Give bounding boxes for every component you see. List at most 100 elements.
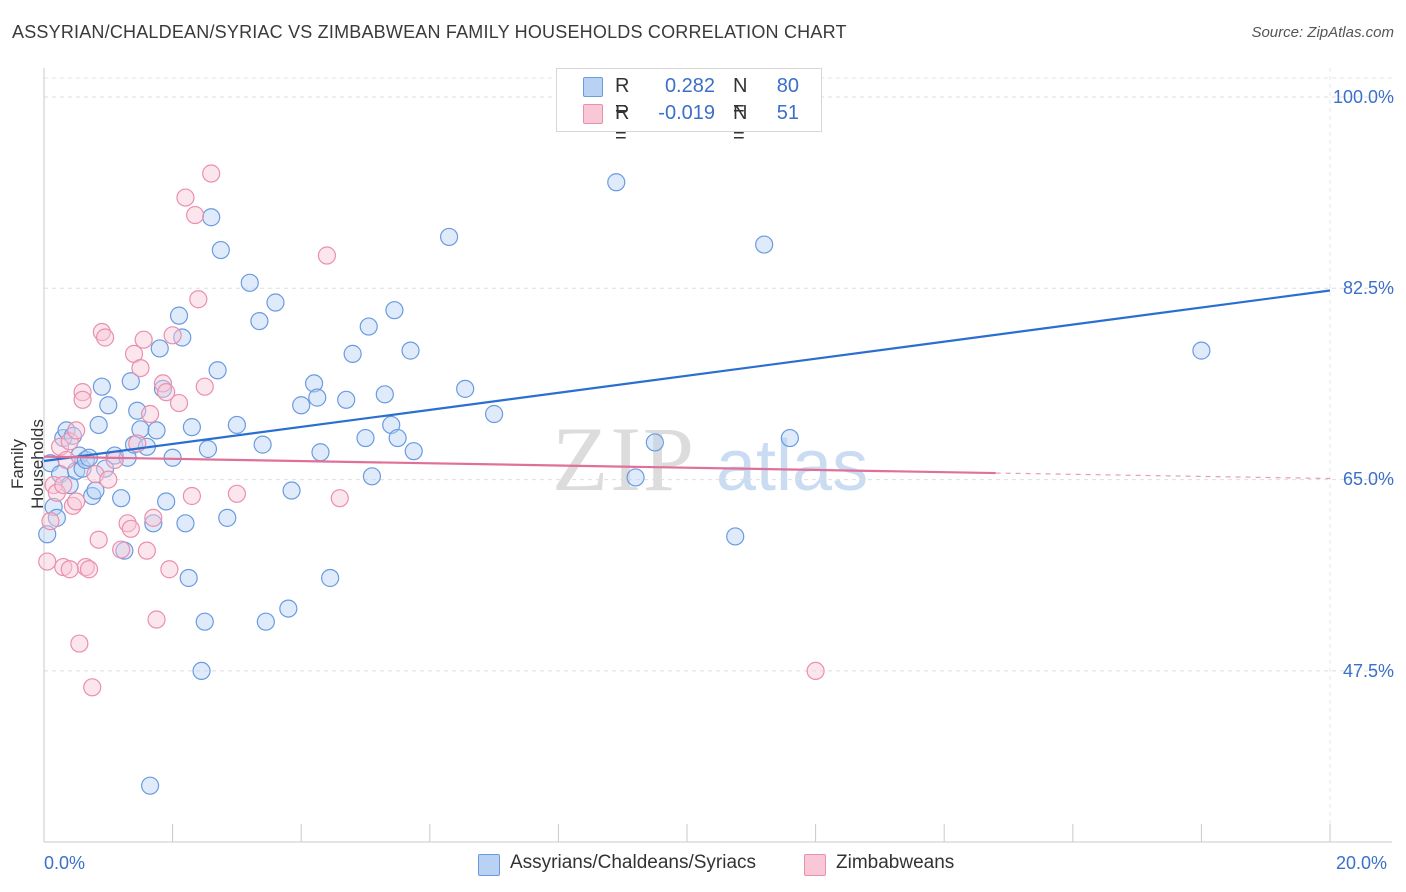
point-assyrian: [279, 599, 298, 618]
point-assyrian: [282, 481, 301, 500]
point-assyrian: [401, 341, 420, 360]
bottom-legend-swatch: [804, 854, 826, 876]
x-tick-label: 0.0%: [44, 853, 86, 873]
y-axis-label: Family Households: [8, 419, 47, 509]
trend-lines: [43, 289, 1331, 480]
point-zimbabwean: [806, 661, 825, 681]
point-zimbabwean: [131, 358, 150, 378]
point-assyrian: [485, 404, 504, 424]
point-assyrian: [607, 173, 626, 192]
point-assyrian: [359, 317, 378, 336]
point-zimbabwean: [73, 390, 92, 409]
point-assyrian: [169, 306, 189, 325]
point-assyrian: [292, 396, 311, 415]
legend-r-value: 0.282: [664, 75, 715, 97]
legend-swatch-pink: [583, 104, 603, 124]
point-assyrian: [157, 492, 176, 511]
legend-swatch-blue: [583, 77, 603, 97]
point-assyrian: [362, 467, 382, 486]
point-zimbabwean: [118, 514, 137, 533]
point-zimbabwean: [144, 508, 163, 527]
point-assyrian: [211, 240, 230, 260]
point-assyrian: [1192, 341, 1211, 360]
point-assyrian: [337, 390, 356, 409]
point-assyrian: [388, 428, 407, 448]
bottom-legend-label: Zimbabweans: [836, 852, 955, 873]
point-assyrian: [456, 379, 475, 398]
point-assyrian: [218, 508, 237, 527]
watermark: ZIP atlas: [552, 408, 868, 510]
legend-n-label: N =: [733, 102, 748, 147]
point-zimbabwean: [70, 634, 89, 653]
point-zimbabwean: [186, 205, 205, 225]
point-zimbabwean: [38, 552, 57, 571]
point-zimbabwean: [60, 560, 79, 579]
point-zimbabwean: [54, 475, 73, 495]
point-assyrian: [63, 426, 83, 445]
bottom-legend-swatch: [478, 854, 500, 876]
point-zimbabwean: [92, 322, 111, 342]
data-points: [38, 164, 1211, 795]
point-assyrian: [179, 568, 198, 588]
point-zimbabwean: [189, 290, 208, 309]
point-zimbabwean: [112, 540, 131, 559]
point-assyrian: [343, 344, 362, 363]
point-assyrian: [121, 372, 140, 391]
point-assyrian: [626, 468, 645, 487]
point-zimbabwean: [227, 484, 246, 503]
point-assyrian: [208, 361, 227, 380]
point-assyrian: [356, 428, 375, 448]
point-assyrian: [404, 442, 423, 461]
point-zimbabwean: [83, 678, 102, 697]
point-zimbabwean: [202, 164, 221, 183]
point-zimbabwean: [105, 450, 124, 470]
watermark-atlas: atlas: [716, 426, 868, 506]
point-zimbabwean: [60, 432, 79, 451]
point-assyrian: [144, 514, 163, 533]
point-assyrian: [227, 415, 246, 435]
legend-n-value: 80: [776, 75, 799, 97]
point-zimbabwean: [163, 326, 182, 345]
point-assyrian: [140, 776, 160, 795]
legend-n-label: N =: [733, 75, 748, 120]
point-zimbabwean: [67, 421, 86, 440]
point-assyrian: [150, 339, 169, 358]
point-zimbabwean: [95, 328, 115, 347]
point-assyrian: [385, 301, 404, 320]
point-zimbabwean: [317, 246, 337, 265]
point-zimbabwean: [157, 383, 176, 402]
point-zimbabwean: [169, 393, 189, 413]
point-assyrian: [266, 293, 285, 312]
legend-r-label: R =: [615, 102, 630, 147]
point-assyrian: [256, 612, 275, 631]
point-zimbabwean: [182, 486, 201, 506]
point-assyrian: [240, 273, 259, 292]
point-zimbabwean: [76, 557, 95, 577]
point-zimbabwean: [147, 610, 166, 629]
point-zimbabwean: [160, 560, 179, 579]
source-credit: Source: ZipAtlas.com: [1251, 24, 1394, 41]
point-assyrian: [375, 385, 394, 404]
legend-r-value: -0.019: [658, 102, 715, 124]
point-assyrian: [755, 235, 774, 254]
legend-r-label: R =: [615, 75, 630, 120]
point-assyrian: [92, 377, 111, 396]
point-assyrian: [89, 415, 108, 435]
point-assyrian: [131, 420, 150, 439]
point-assyrian: [176, 514, 195, 533]
point-assyrian: [304, 374, 324, 393]
stats-legend: R = 0.282 N = 80 R = -0.019 N = 51: [556, 68, 822, 147]
point-zimbabwean: [195, 377, 214, 396]
point-assyrian: [253, 435, 272, 454]
trend-line-zimbabwean-extension: [995, 472, 1331, 480]
point-zimbabwean: [73, 383, 92, 402]
point-zimbabwean: [41, 512, 60, 531]
axes: [43, 68, 1392, 843]
point-zimbabwean: [330, 489, 349, 508]
chart-title: ASSYRIAN/CHALDEAN/SYRIAC VS ZIMBABWEAN F…: [12, 22, 847, 42]
point-assyrian: [780, 428, 799, 448]
point-assyrian: [311, 443, 330, 462]
point-assyrian: [153, 379, 173, 398]
point-zimbabwean: [79, 560, 99, 579]
